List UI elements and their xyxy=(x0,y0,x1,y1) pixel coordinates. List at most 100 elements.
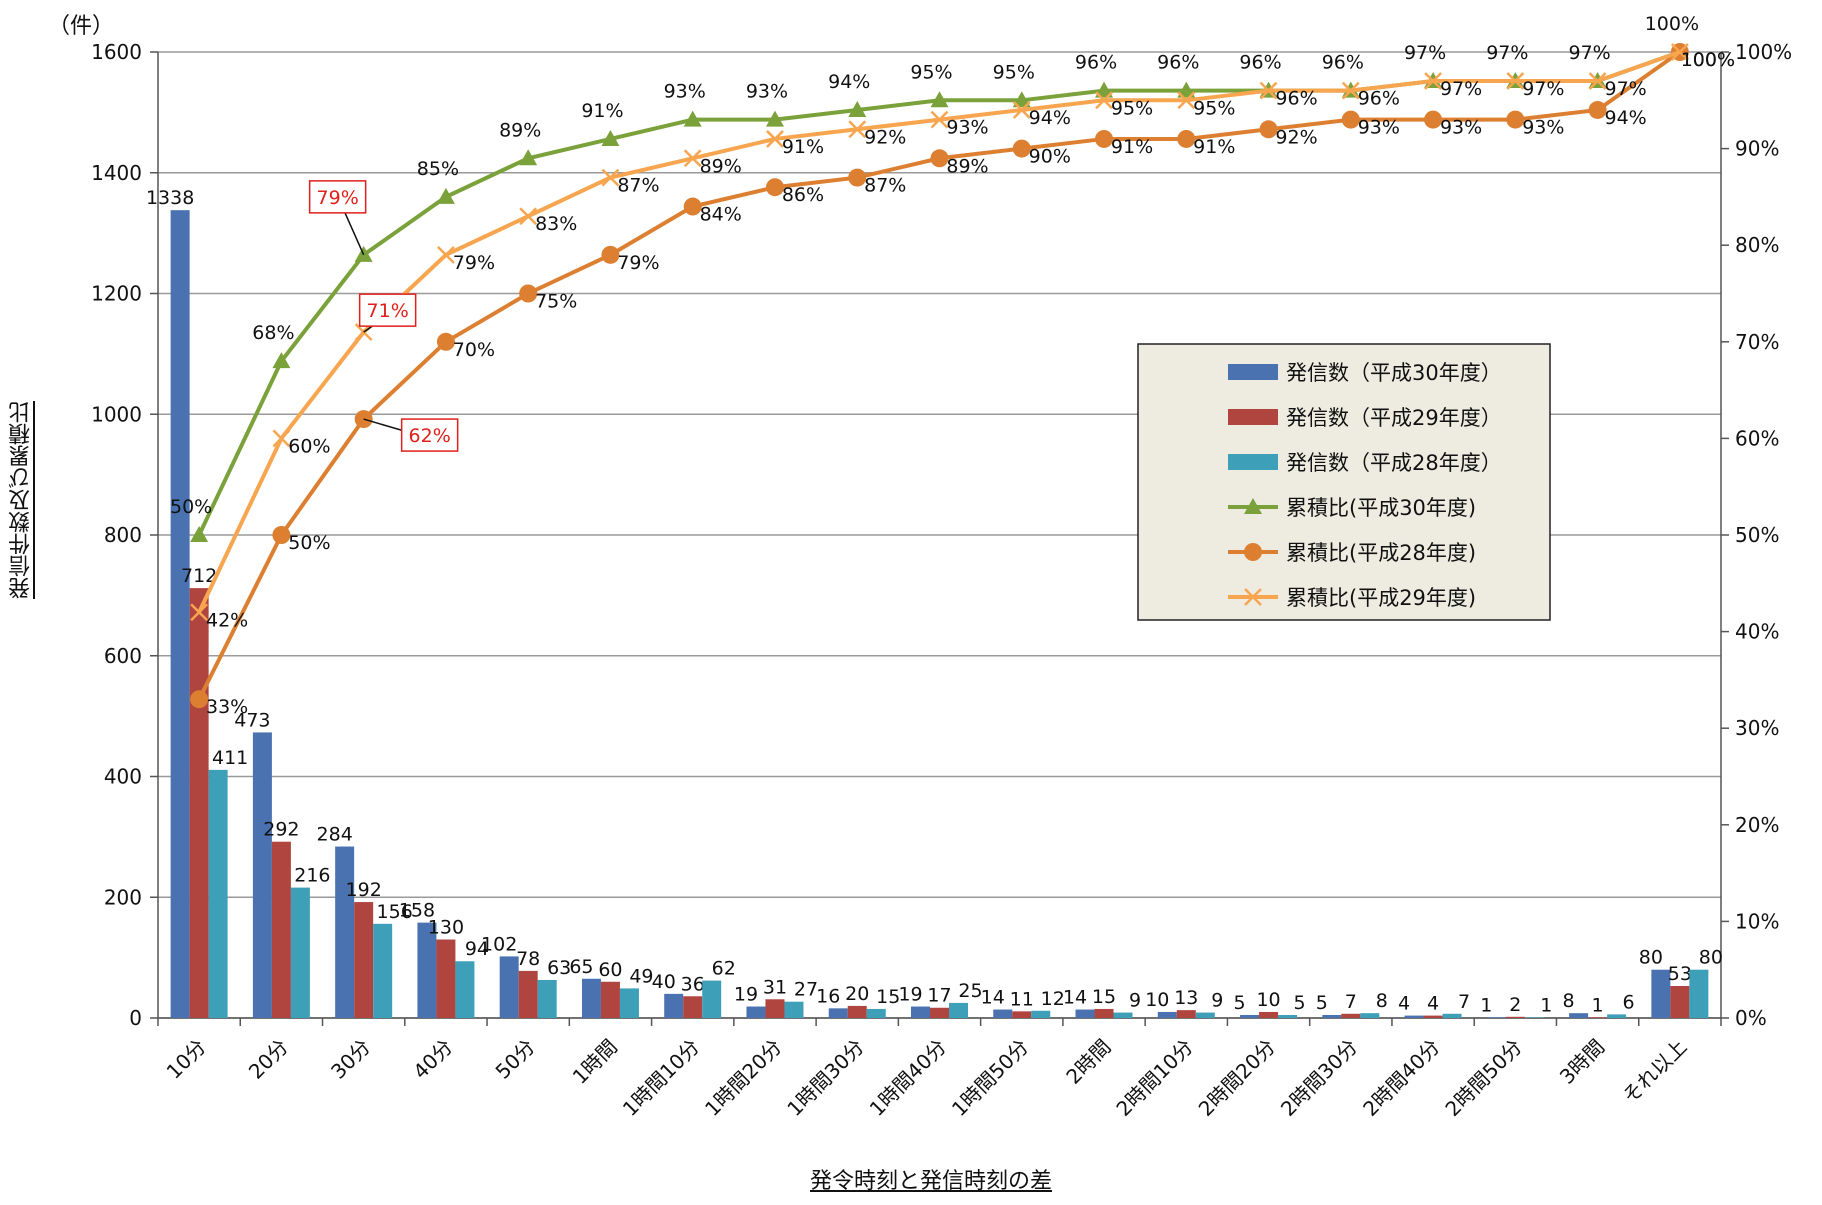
line-value-label: 92% xyxy=(1275,126,1317,148)
series-marker xyxy=(1424,110,1443,129)
line-value-label: 91% xyxy=(1193,136,1235,158)
x-tick-label: 30分 xyxy=(326,1035,375,1084)
bar xyxy=(949,1002,968,1018)
y-tick-label: 1200 xyxy=(91,282,142,306)
bar-value-label: 36 xyxy=(681,973,705,995)
bar-value-label: 8 xyxy=(1376,990,1388,1012)
line-value-label: 96% xyxy=(1075,52,1117,74)
bar xyxy=(1094,1008,1114,1018)
line-value-label: 100% xyxy=(1681,49,1735,71)
bar-value-label: 15 xyxy=(876,986,900,1008)
legend-marker xyxy=(1244,588,1262,606)
bar xyxy=(1670,986,1690,1018)
bar xyxy=(208,769,228,1018)
bar-value-label: 40 xyxy=(652,971,676,993)
y2-tick-label: 50% xyxy=(1735,523,1779,547)
series-marker xyxy=(848,100,867,117)
y-unit-label: （件） xyxy=(48,14,115,39)
line-value-label: 60% xyxy=(288,435,330,457)
bar-value-label: 102 xyxy=(481,933,517,955)
bar xyxy=(1012,1011,1032,1018)
bar xyxy=(581,978,601,1018)
bar-value-label: 19 xyxy=(898,984,922,1006)
bar xyxy=(518,970,538,1018)
series-marker xyxy=(1670,43,1689,61)
bar xyxy=(1176,1010,1196,1018)
bar xyxy=(1278,1014,1298,1018)
callout-box xyxy=(358,293,417,327)
bar-value-label: 158 xyxy=(399,900,435,922)
y2-tick-label: 90% xyxy=(1735,137,1779,161)
bar-value-label: 80 xyxy=(1639,947,1663,969)
bar-value-label: 10 xyxy=(1145,989,1169,1011)
line-value-label: 87% xyxy=(617,175,659,197)
bar-value-label: 9 xyxy=(1211,990,1223,1012)
x-tick-label: 40分 xyxy=(408,1035,457,1084)
series-marker xyxy=(272,352,291,369)
bar xyxy=(499,956,519,1018)
line-value-label: 79% xyxy=(453,252,495,274)
bar xyxy=(1505,1016,1525,1018)
line-value-label: 93% xyxy=(1440,117,1482,139)
legend-label: 累積比(平成29年度) xyxy=(1286,586,1476,610)
x-tick-label: 1時間40分 xyxy=(865,1035,951,1121)
line-value-label: 91% xyxy=(581,100,623,122)
bar xyxy=(436,939,456,1018)
bar xyxy=(828,1008,848,1018)
series-marker xyxy=(1012,101,1031,119)
line-value-label: 91% xyxy=(782,136,824,158)
series-marker xyxy=(1177,129,1196,148)
line-value-label: 87% xyxy=(864,175,906,197)
bar-value-label: 25 xyxy=(958,980,982,1002)
bar-value-label: 216 xyxy=(294,865,330,887)
series-marker xyxy=(436,187,455,204)
series-marker xyxy=(190,690,209,709)
series-marker xyxy=(1177,81,1196,98)
bar-value-label: 78 xyxy=(516,948,540,970)
bar xyxy=(354,902,374,1018)
bar xyxy=(417,922,437,1018)
bar xyxy=(1423,1015,1443,1018)
x-tick-label: 50分 xyxy=(491,1035,540,1084)
y-tick-label: 1600 xyxy=(91,40,142,64)
series-marker xyxy=(519,284,538,303)
series-marker xyxy=(1341,81,1360,100)
bar-value-label: 712 xyxy=(181,565,217,587)
line-value-label: 79% xyxy=(617,252,659,274)
bar xyxy=(664,993,684,1018)
series-marker xyxy=(436,332,455,351)
line-value-label: 89% xyxy=(499,119,541,141)
series-marker xyxy=(1424,72,1442,90)
series-marker xyxy=(519,207,538,226)
line-value-label: 68% xyxy=(252,322,294,344)
bar-value-label: 8 xyxy=(1563,990,1575,1012)
series-marker xyxy=(1012,91,1031,108)
bar-value-label: 53 xyxy=(1668,963,1692,985)
bar xyxy=(189,588,209,1018)
series-marker xyxy=(848,120,867,139)
line-value-label: 93% xyxy=(1522,117,1564,139)
bar-value-label: 19 xyxy=(734,984,758,1006)
line-value-label: 95% xyxy=(1111,97,1153,119)
bar-value-label: 1338 xyxy=(146,187,194,209)
y2-tick-label: 10% xyxy=(1735,909,1779,933)
line-value-label: 95% xyxy=(1193,97,1235,119)
x-tick-label: 3時間 xyxy=(1555,1035,1609,1089)
bar-value-label: 31 xyxy=(763,976,787,998)
legend-swatch xyxy=(1228,454,1278,470)
callout-label: 62% xyxy=(409,425,451,447)
line-value-label: 97% xyxy=(1440,78,1482,100)
series-marker xyxy=(601,245,620,264)
bar-value-label: 15 xyxy=(1092,986,1116,1008)
x-tick-label: 1時間20分 xyxy=(700,1035,786,1121)
bar xyxy=(1689,969,1709,1018)
bar-value-label: 11 xyxy=(1010,988,1034,1010)
bar xyxy=(1195,1012,1215,1018)
x-tick-label: 1時間10分 xyxy=(618,1035,704,1121)
callout-label: 79% xyxy=(317,187,359,209)
bar xyxy=(847,1005,867,1018)
bar xyxy=(1569,1013,1589,1018)
line-value-label: 94% xyxy=(828,71,870,93)
